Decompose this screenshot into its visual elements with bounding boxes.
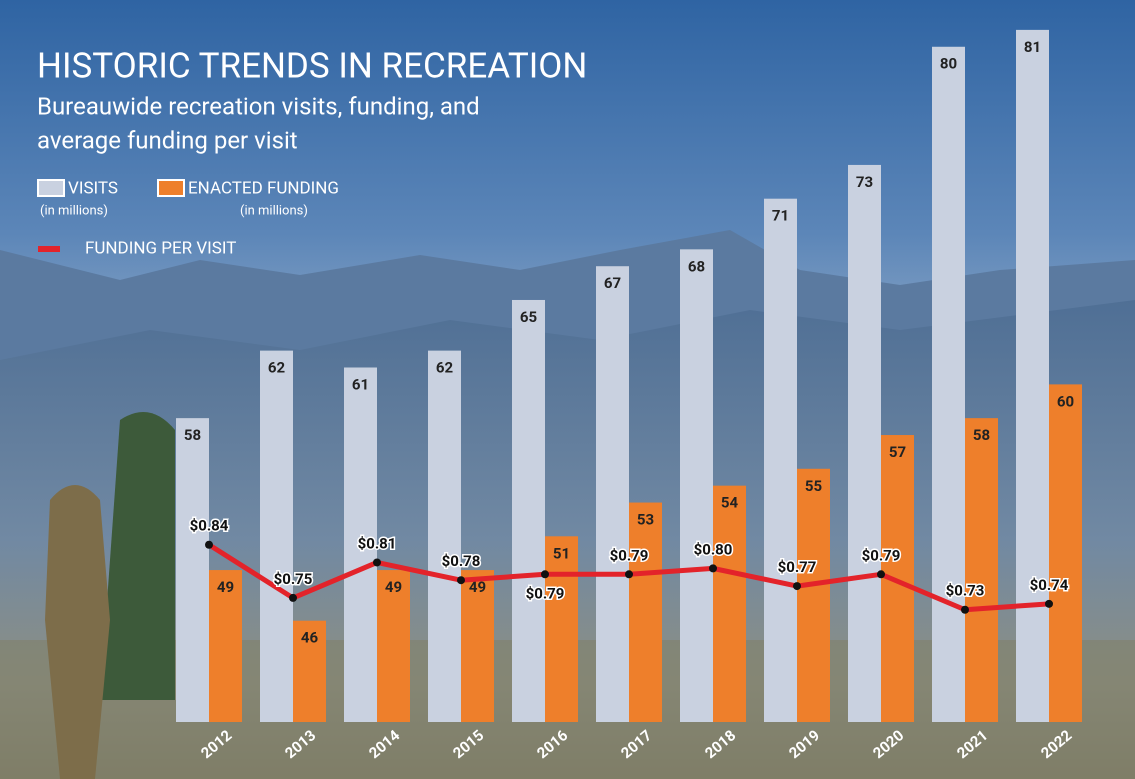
bar	[545, 536, 578, 722]
data-label: $0.81	[358, 534, 397, 552]
data-label: 49	[217, 578, 234, 596]
data-label: $0.74	[1030, 576, 1069, 594]
bar	[512, 300, 545, 722]
chart-title: HISTORIC TRENDS IN RECREATION	[37, 45, 587, 86]
data-label: 58	[973, 426, 990, 444]
data-label: 49	[385, 578, 402, 596]
chart-subtitle: Bureauwide recreation visits, funding, a…	[37, 92, 480, 120]
data-label: $0.79	[526, 584, 565, 602]
bar	[680, 249, 713, 722]
chart: HISTORIC TRENDS IN RECREATION Bureauwide…	[0, 0, 1135, 779]
point	[877, 570, 885, 578]
data-label: 71	[772, 207, 789, 225]
legend-label: FUNDING PER VISIT	[85, 238, 236, 258]
bar	[260, 351, 293, 722]
point	[205, 541, 213, 549]
legend-label: VISITS	[68, 178, 118, 198]
data-label: 80	[940, 55, 957, 73]
data-label: 73	[856, 173, 873, 191]
data-label: $0.79	[610, 546, 649, 564]
point	[709, 564, 717, 572]
bar	[1016, 30, 1049, 722]
point	[793, 582, 801, 590]
point	[373, 558, 381, 566]
data-label: 62	[436, 359, 454, 377]
data-label: 54	[721, 494, 739, 512]
point	[457, 576, 465, 584]
legend-note: (in millions)	[240, 203, 308, 218]
bar	[596, 266, 629, 722]
bar	[1049, 384, 1082, 722]
point	[961, 606, 969, 614]
bar	[797, 469, 830, 722]
data-label: $0.79	[862, 546, 901, 564]
legend-note: (in millions)	[40, 203, 108, 218]
chart-subtitle: average funding per visit	[37, 126, 298, 154]
point	[541, 570, 549, 578]
data-label: 53	[637, 511, 654, 529]
point	[1045, 600, 1053, 608]
data-label: 65	[520, 308, 537, 326]
data-label: 55	[805, 477, 822, 495]
data-label: 57	[889, 443, 906, 461]
data-label: 62	[268, 359, 286, 377]
data-label: $0.77	[778, 558, 817, 576]
data-label: $0.80	[694, 540, 733, 558]
data-label: 46	[301, 629, 319, 647]
data-label: $0.73	[946, 582, 985, 600]
data-label: 60	[1057, 392, 1074, 410]
data-label: 61	[352, 375, 369, 393]
data-label: $0.75	[274, 570, 313, 588]
point	[289, 594, 297, 602]
bar	[629, 503, 662, 722]
data-label: 67	[604, 274, 621, 292]
data-label: 58	[184, 426, 201, 444]
data-label: 68	[688, 257, 705, 275]
bar	[428, 351, 461, 722]
legend-swatch	[158, 180, 184, 196]
data-label: $0.78	[442, 552, 481, 570]
bar	[176, 418, 209, 722]
data-label: 51	[553, 544, 570, 562]
data-label: $0.84	[190, 517, 229, 535]
bar	[848, 165, 881, 722]
bar	[932, 47, 965, 722]
bar	[764, 199, 797, 722]
bar	[713, 486, 746, 722]
data-label: 81	[1024, 38, 1041, 56]
point	[625, 570, 633, 578]
legend-swatch	[38, 180, 64, 196]
bar	[965, 418, 998, 722]
legend-label: ENACTED FUNDING	[188, 178, 339, 198]
